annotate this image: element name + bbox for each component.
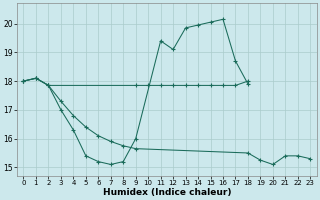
X-axis label: Humidex (Indice chaleur): Humidex (Indice chaleur) <box>103 188 231 197</box>
